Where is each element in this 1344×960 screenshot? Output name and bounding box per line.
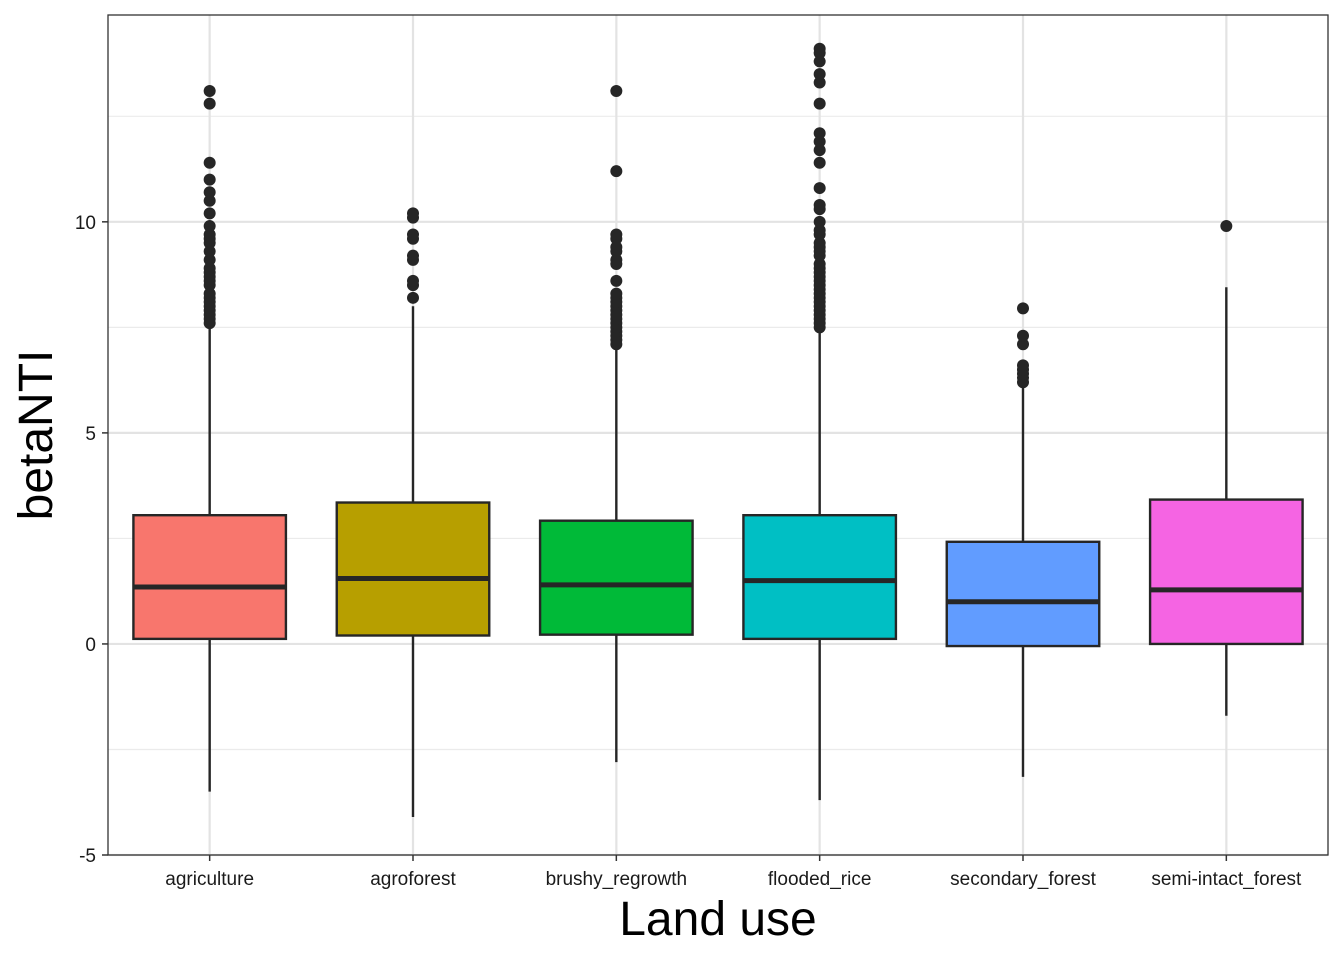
plot-panel-background bbox=[108, 15, 1328, 855]
box-group-brushy_regrowth bbox=[538, 84, 694, 763]
x-tick-label: secondary_forest bbox=[950, 869, 1096, 890]
box-group-flooded_rice bbox=[742, 42, 898, 801]
y-axis-title: betaNTI bbox=[10, 350, 63, 521]
x-tick-label: brushy_regrowth bbox=[546, 869, 688, 890]
outlier-point bbox=[203, 97, 216, 110]
y-axis: -5 0 5 10 bbox=[75, 213, 108, 867]
outlier-point bbox=[610, 287, 623, 300]
outlier-point bbox=[813, 215, 826, 228]
outlier-point bbox=[813, 144, 826, 157]
outlier-point bbox=[203, 207, 216, 220]
box-iqr bbox=[1148, 498, 1304, 646]
outlier-point bbox=[813, 236, 826, 249]
outlier-point bbox=[1017, 302, 1029, 315]
outlier-point bbox=[203, 245, 216, 258]
outlier-point bbox=[407, 207, 419, 220]
outlier-point bbox=[610, 228, 623, 241]
x-tick-label: agroforest bbox=[370, 869, 456, 890]
outlier-point bbox=[813, 68, 826, 81]
outlier-point bbox=[203, 156, 216, 169]
box-group-agroforest bbox=[335, 207, 491, 818]
outlier-point bbox=[203, 287, 216, 300]
outlier-point bbox=[813, 127, 826, 140]
outlier-point bbox=[407, 249, 419, 262]
x-tick-label: semi-intact_forest bbox=[1151, 869, 1302, 890]
box-layer bbox=[132, 42, 1304, 818]
y-tick-label: -5 bbox=[79, 846, 96, 867]
box-group-semi-intact_forest bbox=[1148, 220, 1304, 716]
outlier-point bbox=[203, 262, 216, 275]
outlier-point bbox=[813, 156, 826, 169]
outlier-point bbox=[610, 84, 623, 97]
outlier-point bbox=[813, 135, 826, 148]
outlier-point bbox=[203, 220, 216, 233]
outlier-point bbox=[203, 194, 216, 207]
y-tick-label: 0 bbox=[85, 635, 96, 656]
box-iqr bbox=[945, 540, 1101, 648]
outlier-point bbox=[813, 182, 826, 195]
outlier-point bbox=[203, 173, 216, 186]
outlier-point bbox=[1017, 359, 1029, 372]
outlier-point bbox=[1017, 338, 1029, 351]
outlier-point bbox=[813, 42, 826, 55]
y-tick-label: 5 bbox=[85, 424, 96, 445]
x-axis: agriculture agroforest brushy_regrowth floo… bbox=[165, 855, 1302, 890]
outlier-point bbox=[813, 97, 826, 110]
y-tick-label: 10 bbox=[75, 213, 96, 234]
outlier-point bbox=[407, 274, 419, 287]
outlier-point bbox=[813, 224, 826, 237]
outlier-point bbox=[813, 76, 826, 89]
plot-panel-border bbox=[107, 14, 1329, 856]
x-tick-label: agriculture bbox=[165, 869, 254, 890]
outlier-point bbox=[610, 274, 623, 287]
box-iqr bbox=[742, 514, 898, 641]
outlier-point bbox=[813, 198, 826, 211]
x-tick-label: flooded_rice bbox=[768, 869, 872, 890]
grid-layer bbox=[108, 15, 1328, 857]
outlier-point bbox=[1017, 329, 1029, 342]
outlier-point bbox=[407, 291, 419, 304]
box-iqr bbox=[132, 514, 288, 641]
box-iqr bbox=[335, 501, 491, 637]
outlier-point bbox=[610, 165, 623, 178]
x-axis-title: Land use bbox=[619, 893, 817, 946]
outlier-point bbox=[610, 241, 623, 254]
outlier-point bbox=[610, 253, 623, 266]
outlier-point bbox=[1220, 220, 1233, 233]
box-group-agriculture bbox=[132, 84, 288, 792]
outlier-point bbox=[813, 55, 826, 68]
box-group-secondary_forest bbox=[945, 302, 1101, 777]
outlier-point bbox=[813, 258, 826, 271]
outlier-point bbox=[203, 84, 216, 97]
outlier-point bbox=[203, 253, 216, 266]
outlier-point bbox=[407, 228, 419, 241]
outlier-point bbox=[203, 228, 216, 241]
box-iqr bbox=[538, 519, 694, 636]
outlier-point bbox=[203, 186, 216, 199]
